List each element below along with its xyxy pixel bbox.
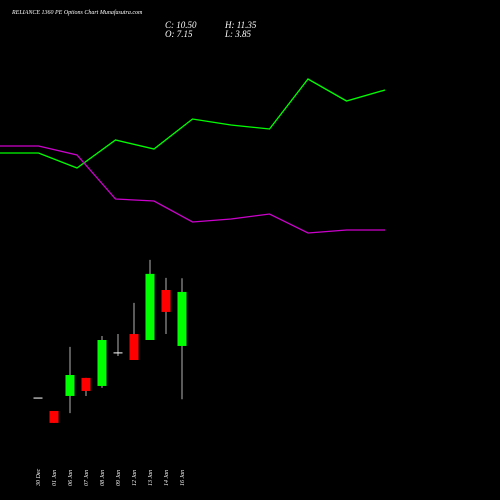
x-tick-label: 13 Jan: [148, 470, 154, 486]
x-tick-label: 30 Dec: [36, 469, 42, 487]
open-label: O: 7.15: [165, 29, 193, 39]
candle-body: [97, 340, 107, 386]
candle-body: [113, 352, 123, 354]
candle-body: [49, 410, 59, 423]
candle-body: [65, 375, 75, 396]
line-series: [0, 78, 386, 169]
candle-body: [81, 377, 91, 391]
high-label: H: 11.35: [224, 20, 257, 30]
low-label: L: 3.85: [224, 29, 252, 39]
x-tick-label: 07 Jan: [84, 470, 90, 486]
candle-body: [145, 273, 155, 340]
candle-body: [177, 291, 187, 346]
x-tick-label: 09 Jan: [116, 470, 122, 486]
x-tick-label: 14 Jan: [163, 470, 170, 486]
x-tick-label: 16 Jan: [180, 470, 186, 486]
candle-body: [33, 397, 43, 399]
x-tick-label: 06 Jan: [68, 470, 74, 486]
chart-title: RELIANCE 1360 PE Options Chart Munafasut…: [11, 9, 143, 16]
x-tick-label: 12 Jan: [132, 470, 138, 486]
line-series: [0, 145, 385, 234]
x-tick-label: 08 Jan: [100, 470, 106, 486]
candle-body: [129, 334, 139, 360]
candle-body: [161, 290, 171, 312]
close-label: C: 10.50: [165, 20, 197, 30]
x-tick-label: 01 Jan: [52, 470, 58, 486]
